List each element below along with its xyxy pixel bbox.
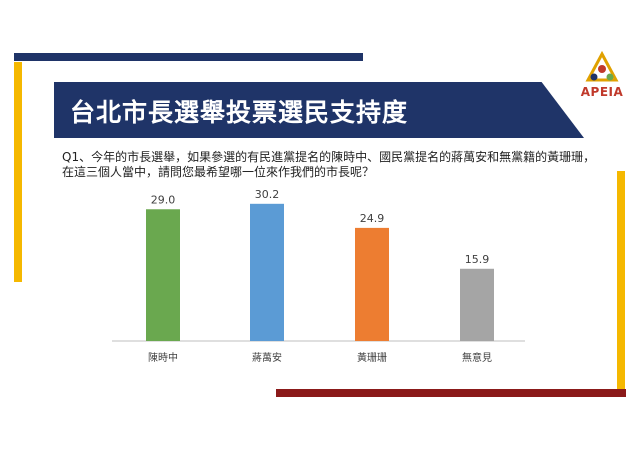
bar-4 (460, 268, 494, 341)
category-label: 陳時中 (148, 351, 178, 364)
category-label: 無意見 (462, 351, 492, 364)
logo-text: APEIA (580, 85, 624, 99)
apeia-logo-icon (585, 50, 619, 82)
bar-value-label: 24.9 (360, 212, 385, 225)
bottom-red-accent-bar (276, 389, 626, 397)
title-banner: 台北市長選舉投票選民支持度 (54, 82, 584, 138)
left-yellow-accent-bar (14, 62, 22, 282)
category-label: 黃珊珊 (357, 351, 387, 364)
bar-value-label: 15.9 (465, 253, 490, 266)
top-navy-accent-bar (14, 53, 363, 61)
bar-value-label: 30.2 (255, 188, 280, 201)
survey-question: Q1、今年的市長選舉，如果參選的有民進黨提名的陳時中、國民黨提名的蔣萬安和無黨籍… (62, 150, 596, 179)
bar-1 (146, 209, 180, 341)
right-yellow-accent-bar (617, 171, 625, 395)
bar-2 (250, 203, 284, 341)
bar-value-label: 29.0 (151, 193, 176, 206)
category-label: 蔣萬安 (252, 351, 282, 364)
bar-3 (355, 227, 389, 341)
page-title: 台北市長選舉投票選民支持度 (70, 98, 409, 127)
